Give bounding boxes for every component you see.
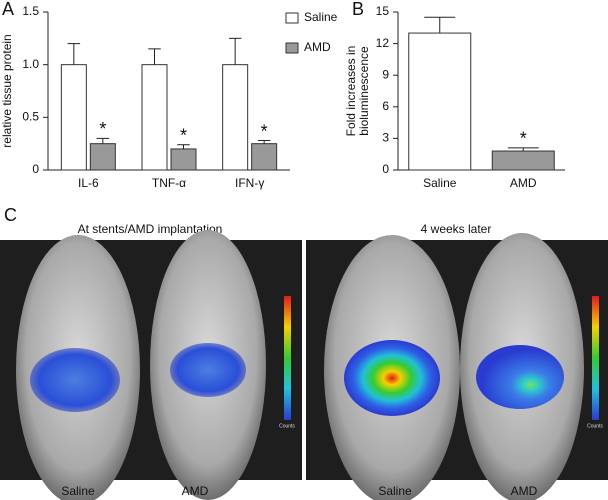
image-title: At stents/AMD implantation xyxy=(78,222,223,236)
error-bar xyxy=(67,43,81,65)
bar xyxy=(60,64,87,171)
x-tick-label: Saline xyxy=(423,176,457,190)
panel-label: B xyxy=(352,0,364,19)
image-right: Counts xyxy=(306,233,608,500)
y-tick-label: 1.5 xyxy=(22,4,39,18)
image-caption: Saline xyxy=(378,484,412,498)
y-tick-label: 1.0 xyxy=(22,57,39,71)
significance-marker: * xyxy=(261,121,268,141)
significance-marker: * xyxy=(99,119,106,139)
image-caption: AMD xyxy=(182,484,209,498)
legend-label: Saline xyxy=(304,10,338,24)
error-bar xyxy=(148,48,161,65)
error-bar xyxy=(507,147,539,152)
error-bar xyxy=(228,37,242,65)
image-title: 4 weeks later xyxy=(421,222,492,236)
error-bar xyxy=(96,137,110,144)
y-axis-label: relative tissue protein xyxy=(0,34,14,147)
error-bar xyxy=(424,16,456,34)
error-bar xyxy=(177,144,190,149)
bar xyxy=(251,143,278,171)
x-tick-label: IFN-γ xyxy=(235,176,264,190)
bar xyxy=(170,148,197,171)
x-tick-label: IL-6 xyxy=(78,176,99,190)
scale-label: Counts xyxy=(587,423,603,429)
bar xyxy=(222,64,249,171)
bar xyxy=(408,32,472,171)
panel-label: A xyxy=(2,0,14,19)
bar xyxy=(491,150,555,171)
y-tick-label: 12 xyxy=(376,36,390,50)
image-caption: AMD xyxy=(511,484,538,498)
x-tick-label: TNF-α xyxy=(152,176,186,190)
y-tick-label: 3 xyxy=(382,131,389,145)
legend-swatch xyxy=(285,12,299,24)
y-tick-label: 0 xyxy=(382,162,389,176)
image-left: Counts xyxy=(0,230,302,500)
error-bar xyxy=(257,140,271,144)
legend-label: AMD xyxy=(304,40,331,54)
significance-marker: * xyxy=(520,129,527,149)
bar xyxy=(141,64,168,171)
y-tick-label: 9 xyxy=(382,67,389,81)
bar xyxy=(89,143,116,171)
y-tick-label: 0.5 xyxy=(22,110,39,124)
image-caption: Saline xyxy=(61,484,95,498)
y-tick-label: 6 xyxy=(382,99,389,113)
scale-label: Counts xyxy=(279,423,295,429)
significance-marker: * xyxy=(180,125,187,145)
y-tick-label: 0 xyxy=(32,162,39,176)
panel-label: C xyxy=(4,205,17,225)
x-tick-label: AMD xyxy=(510,176,537,190)
y-axis-label: bioluminescence xyxy=(357,46,371,136)
y-axis-label: Fold increases in xyxy=(344,46,358,137)
legend-swatch xyxy=(285,42,299,54)
y-tick-label: 15 xyxy=(376,4,390,18)
